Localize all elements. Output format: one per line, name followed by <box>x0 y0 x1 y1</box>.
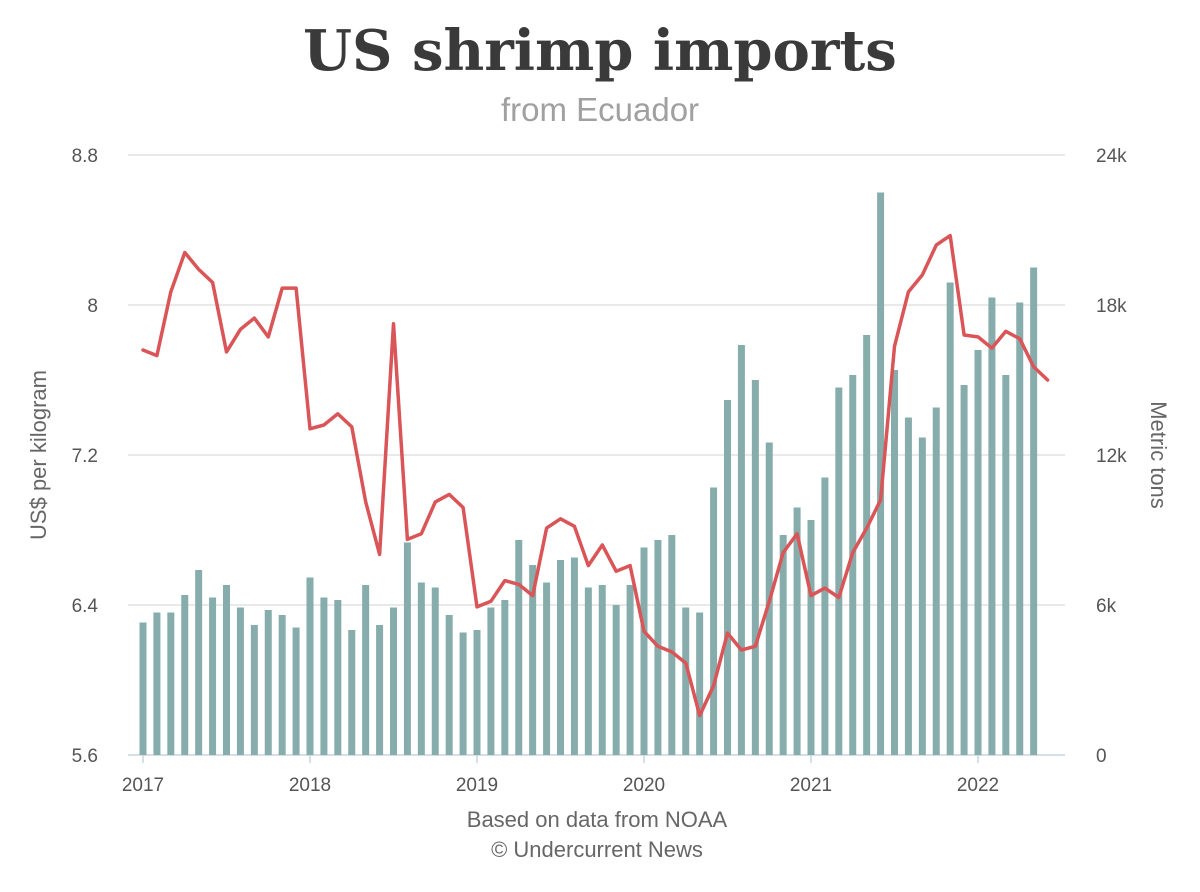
bar <box>584 587 592 755</box>
bar <box>292 627 300 755</box>
bar <box>570 557 578 755</box>
bar <box>459 632 467 755</box>
bar <box>918 437 926 755</box>
bar <box>306 577 314 755</box>
bar <box>612 605 620 755</box>
left-tick-label: 8 <box>87 296 98 317</box>
left-tick-label: 8.8 <box>72 146 98 167</box>
bar <box>264 610 272 755</box>
x-tick-label: 2019 <box>456 775 498 796</box>
bar <box>737 345 745 755</box>
bar <box>153 612 161 755</box>
bar <box>223 585 230 755</box>
left-tick-label: 5.6 <box>72 746 98 767</box>
right-axis-label: Metric tons <box>1146 401 1171 509</box>
x-tick-label: 2018 <box>289 775 331 796</box>
bar <box>278 615 286 755</box>
bar <box>779 535 787 755</box>
bar <box>1002 375 1010 755</box>
bar <box>195 570 203 755</box>
bar <box>1030 267 1038 755</box>
bar <box>320 597 328 755</box>
bar <box>403 542 411 755</box>
bar <box>473 630 481 755</box>
bar <box>390 607 397 755</box>
bar <box>626 585 634 755</box>
bar <box>724 400 731 755</box>
bar <box>877 192 885 755</box>
bar <box>904 417 912 755</box>
right-tick-label: 6k <box>1096 596 1117 617</box>
chart-title: US shrimp imports <box>303 18 897 84</box>
right-tick-label: 18k <box>1096 296 1127 317</box>
bar <box>417 582 425 755</box>
bar <box>821 477 829 755</box>
bar <box>598 585 606 755</box>
right-tick-label: 24k <box>1096 146 1127 167</box>
bar <box>960 385 968 755</box>
left-axis-label: US$ per kilogram <box>26 370 51 540</box>
bar <box>849 375 857 755</box>
bar <box>181 595 189 755</box>
line-series <box>141 233 1050 718</box>
bar <box>487 607 495 755</box>
left-axis-ticks: 5.6 6.4 7.2 8 8.8 <box>72 146 99 767</box>
bar <box>515 540 523 755</box>
bar <box>529 565 537 755</box>
x-axis-ticks: 2017 2018 2019 2020 2021 2022 <box>122 755 999 796</box>
right-tick-label: 0 <box>1096 746 1107 767</box>
x-tick-label: 2017 <box>122 775 164 796</box>
bar <box>640 547 648 755</box>
bar <box>209 597 217 755</box>
bar <box>167 612 175 755</box>
bar <box>891 370 898 755</box>
bar <box>835 387 843 755</box>
price-line <box>141 233 1050 718</box>
bar <box>974 350 982 755</box>
bar <box>139 622 147 755</box>
bar-series <box>139 192 1038 755</box>
bar <box>334 600 342 755</box>
bar <box>236 607 244 755</box>
bar <box>543 582 551 755</box>
bar <box>431 587 439 755</box>
bar <box>696 612 704 755</box>
bar <box>682 607 690 755</box>
bar <box>946 282 954 755</box>
bar <box>932 407 940 755</box>
bar <box>348 630 356 755</box>
x-tick-label: 2021 <box>790 775 832 796</box>
credit-copyright: © Undercurrent News <box>491 837 703 862</box>
bar <box>250 625 258 755</box>
bar <box>362 585 370 755</box>
right-tick-label: 12k <box>1096 446 1127 467</box>
chart-subtitle: from Ecuador <box>501 91 699 128</box>
bar <box>710 487 718 755</box>
bar <box>751 380 759 755</box>
bar <box>376 625 384 755</box>
bar <box>1016 302 1024 755</box>
bar <box>501 600 509 755</box>
bar <box>988 297 996 755</box>
left-tick-label: 6.4 <box>72 596 99 617</box>
right-axis-ticks: 0 6k 12k 18k 24k <box>1096 146 1127 767</box>
bar <box>807 520 815 755</box>
bar <box>793 507 801 755</box>
bar <box>445 615 453 755</box>
x-tick-label: 2020 <box>623 775 665 796</box>
bar <box>668 535 676 755</box>
bar <box>863 335 871 755</box>
x-tick-label: 2022 <box>957 775 999 796</box>
left-tick-label: 7.2 <box>72 446 98 467</box>
bar <box>557 560 564 755</box>
credit-source: Based on data from NOAA <box>467 807 728 832</box>
